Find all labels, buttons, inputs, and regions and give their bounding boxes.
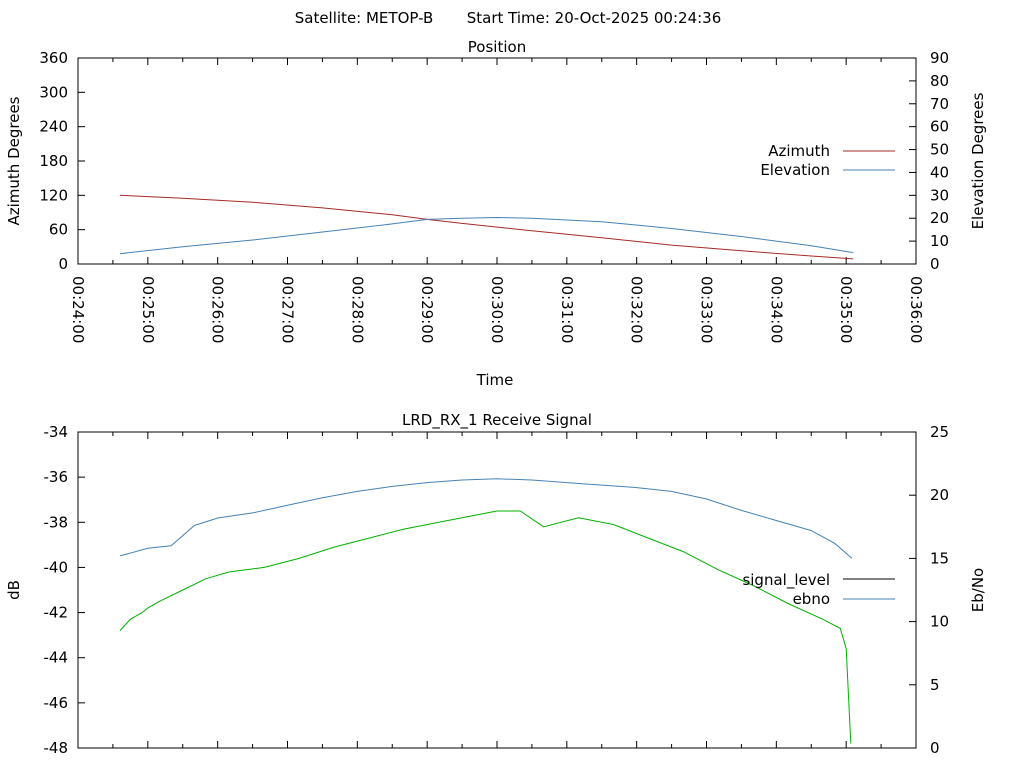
position-legend: Azimuth Elevation bbox=[760, 142, 895, 179]
receive-signal-y-tick-label: -38 bbox=[44, 513, 69, 531]
position-series-layer bbox=[119, 194, 854, 260]
legend-label-elevation: Elevation bbox=[760, 161, 830, 179]
position-axes: 0 60 120 180 240 300 360 0 10 20 30 40 50 60 70 80 90 00:… bbox=[39, 49, 949, 343]
legend-label-azimuth: Azimuth bbox=[768, 142, 830, 160]
receive-signal-plot-frame bbox=[77, 431, 917, 749]
position-y2-tick-label: 70 bbox=[930, 95, 949, 113]
position-y-tick-label: 120 bbox=[39, 186, 68, 204]
position-x-tick-label: 00:36:00 bbox=[907, 276, 925, 343]
position-y2-label: Elevation Degrees bbox=[969, 92, 987, 229]
position-x-tick-label: 00:35:00 bbox=[837, 276, 855, 343]
position-y-tick-label: 180 bbox=[39, 152, 68, 170]
position-y-label: Azimuth Degrees bbox=[5, 96, 23, 225]
position-y2-tick-label: 10 bbox=[930, 232, 949, 250]
receive-signal-y2-tick-label: 25 bbox=[930, 423, 949, 441]
receive-signal-title: LRD_RX_1 Receive Signal bbox=[402, 411, 592, 430]
position-x-tick-label: 00:28:00 bbox=[348, 276, 366, 343]
position-series-elevation bbox=[119, 216, 854, 255]
receive-signal-y-tick-label: -34 bbox=[44, 423, 69, 441]
receive-signal-y2-label: Eb/No bbox=[969, 568, 987, 612]
receive-signal-series-layer bbox=[119, 478, 853, 744]
receive-signal-series-ebno bbox=[119, 478, 853, 559]
receive-signal-y-tick-label: -48 bbox=[44, 739, 69, 757]
position-y-tick-label: 300 bbox=[39, 83, 68, 101]
position-y2-tick-label: 90 bbox=[930, 49, 949, 67]
position-x-tick-label: 00:31:00 bbox=[558, 276, 576, 343]
position-y2-tick-label: 60 bbox=[930, 118, 949, 136]
position-x-tick-label: 00:24:00 bbox=[69, 276, 87, 343]
position-y-tick-label: 360 bbox=[39, 49, 68, 67]
position-title: Position bbox=[468, 38, 526, 56]
position-y2-tick-label: 0 bbox=[930, 255, 940, 273]
position-series-azimuth bbox=[119, 194, 854, 260]
position-y-tick-label: 240 bbox=[39, 118, 68, 136]
receive-signal-y2-tick-label: 0 bbox=[930, 739, 940, 757]
position-y-tick-label: 60 bbox=[49, 221, 68, 239]
position-y2-tick-label: 20 bbox=[930, 209, 949, 227]
position-x-label: Time bbox=[476, 371, 514, 389]
position-x-tick-label: 00:30:00 bbox=[488, 276, 506, 343]
legend-label-ebno: ebno bbox=[793, 590, 830, 608]
position-x-tick-label: 00:33:00 bbox=[698, 276, 716, 343]
position-x-tick-label: 00:29:00 bbox=[418, 276, 436, 343]
legend-label-signal-level: signal_level bbox=[742, 571, 830, 590]
position-y-tick-label: 0 bbox=[58, 255, 68, 273]
position-y2-tick-label: 30 bbox=[930, 186, 949, 204]
receive-signal-y-tick-label: -36 bbox=[44, 468, 69, 486]
receive-signal-y-tick-label: -40 bbox=[44, 558, 69, 576]
receive-signal-y-label: dB bbox=[5, 580, 23, 600]
receive-signal-y2-tick-label: 20 bbox=[930, 486, 949, 504]
position-x-tick-label: 00:25:00 bbox=[139, 276, 157, 343]
position-y2-tick-label: 40 bbox=[930, 163, 949, 181]
receive-signal-chart: LRD_RX_1 Receive Signal -48-46-44-42-40-… bbox=[5, 411, 987, 757]
position-x-tick-label: 00:27:00 bbox=[279, 276, 297, 343]
receive-signal-y2-tick-label: 15 bbox=[930, 549, 949, 567]
position-x-tick-label: 00:34:00 bbox=[767, 276, 785, 343]
receive-signal-legend: signal_level ebno bbox=[742, 571, 895, 608]
receive-signal-y2-tick-label: 5 bbox=[930, 676, 940, 694]
receive-signal-y-tick-label: -42 bbox=[44, 604, 69, 622]
position-y2-tick-label: 50 bbox=[930, 141, 949, 159]
receive-signal-y-tick-label: -44 bbox=[44, 649, 69, 667]
start-time-label: Start Time: 20-Oct-2025 00:24:36 bbox=[467, 9, 722, 27]
receive-signal-y-tick-label: -46 bbox=[44, 694, 69, 712]
receive-signal-series-signal-level bbox=[119, 510, 852, 744]
position-y2-tick-label: 80 bbox=[930, 72, 949, 90]
position-x-tick-label: 00:32:00 bbox=[628, 276, 646, 343]
receive-signal-axes: -48 -46 -44 -42 -40 -38 -36 -34 0 5 10 15 20 25 bbox=[44, 423, 950, 757]
receive-signal-y2-tick-label: 10 bbox=[930, 613, 949, 631]
satellite-label: Satellite: METOP-B bbox=[295, 9, 434, 27]
position-chart: Position 0 60 120 180 240 300 360 0 10 20 30 40 50 60… bbox=[5, 38, 987, 389]
position-x-tick-label: 00:26:00 bbox=[209, 276, 227, 343]
